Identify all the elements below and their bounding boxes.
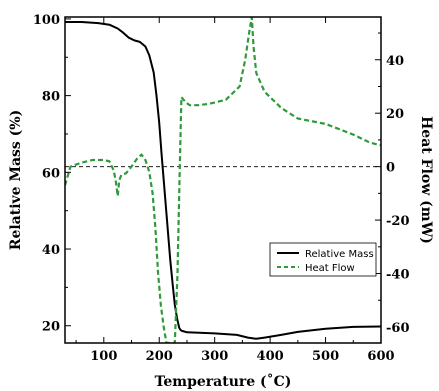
x-tick-label: 300 (201, 349, 228, 364)
legend-label-heat-flow: Heat Flow (305, 263, 355, 274)
legend-label-relative-mass: Relative Mass (305, 249, 374, 260)
series-line-heat-flow (65, 17, 381, 343)
x-tick-label: 200 (146, 349, 173, 364)
series-line-relative-mass (65, 21, 381, 340)
y-left-tick-label: 80 (42, 90, 60, 105)
y-left-tick-label: 100 (33, 13, 60, 28)
y-right-tick-label: 20 (386, 107, 404, 122)
y-left-tick-label: 20 (42, 320, 60, 335)
y-left-tick-label: 40 (42, 243, 60, 258)
y-right-tick-label: 0 (386, 161, 395, 176)
y-right-tick-label: -20 (386, 214, 410, 229)
legend: Relative Mass Heat Flow (269, 242, 377, 277)
y-left-tick-label: 60 (42, 166, 60, 181)
plot-frame (64, 16, 382, 344)
y-right-tick-label: -60 (386, 321, 410, 336)
y-right-axis-title: Heat Flow (mW) (418, 116, 434, 244)
x-tick-label: 500 (312, 349, 339, 364)
y-right-tick-label: -40 (386, 268, 410, 283)
x-tick-label: 400 (257, 349, 284, 364)
x-tick-label: 600 (367, 349, 394, 364)
y-right-tick-label: 40 (386, 54, 404, 69)
y-left-axis-title: Relative Mass (%) (8, 110, 24, 250)
x-axis-title: Temperature (˚C) (155, 373, 292, 390)
plot-lines (65, 17, 381, 343)
x-tick-label: 100 (90, 349, 117, 364)
legend-box (269, 242, 377, 277)
axes: 100 200 300 400 500 600 20 40 60 80 100 -60 -40 -20 0 2… (33, 13, 410, 364)
